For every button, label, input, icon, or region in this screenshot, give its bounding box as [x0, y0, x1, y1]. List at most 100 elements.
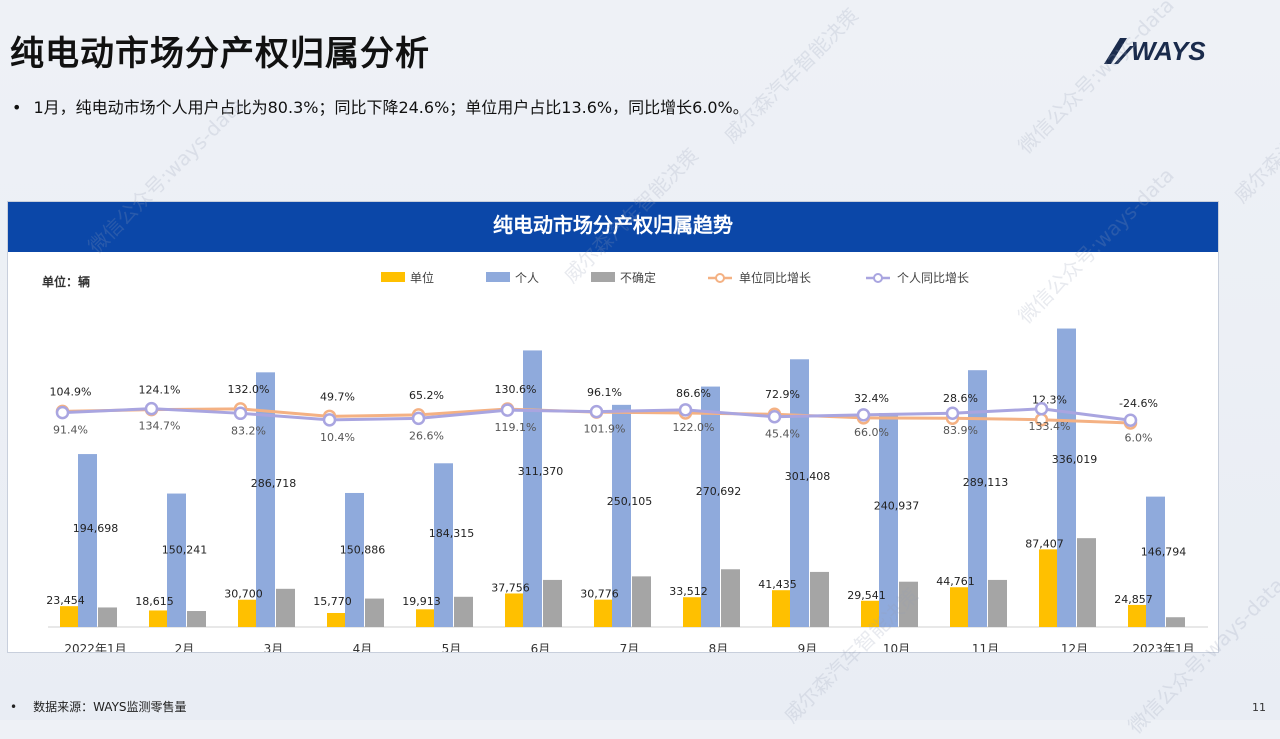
bar-label-个人: 250,105	[607, 495, 653, 508]
bar-个人	[78, 454, 97, 627]
legend-marker	[873, 273, 883, 283]
bar-不确定	[632, 576, 651, 627]
bar-label-个人: 289,113	[963, 476, 1009, 489]
line-label-单位同比增长: 65.2%	[409, 389, 444, 402]
legend-label: 不确定	[620, 270, 656, 285]
x-tick-label: 3月	[264, 642, 284, 652]
bar-单位	[683, 597, 702, 627]
legend-label: 个人同比增长	[897, 271, 969, 285]
bar-单位	[505, 593, 524, 627]
bar-不确定	[810, 571, 829, 627]
bar-单位	[594, 599, 613, 627]
watermark-text: 威尔森汽车智能决策	[718, 3, 864, 148]
line-label-单位同比增长: 72.9%	[765, 388, 800, 401]
line-label-单位同比增长: 132.0%	[228, 383, 270, 396]
bar-label-个人: 150,241	[162, 544, 208, 557]
bar-label-单位: 24,857	[1114, 593, 1153, 606]
line-label-单位同比增长: 86.6%	[676, 387, 711, 400]
bar-不确定	[721, 569, 740, 627]
bar-单位	[861, 600, 880, 627]
legend-label: 单位同比增长	[739, 270, 811, 285]
line-label-个人同比增长: 122.0%	[673, 421, 715, 434]
line-label-单位同比增长: 96.1%	[587, 386, 622, 399]
line-label-单位同比增长: 130.6%	[495, 383, 537, 396]
watermark-text: 微信公众号:ways-data	[1013, 0, 1179, 159]
bar-不确定	[1166, 617, 1185, 627]
line-label-单位同比增长: 124.1%	[139, 384, 181, 397]
series-marker-个人同比增长	[856, 408, 871, 422]
bar-label-个人: 240,937	[874, 499, 920, 512]
bar-label-单位: 30,776	[580, 588, 619, 601]
legend-swatch	[381, 272, 405, 282]
series-marker-个人同比增长	[500, 403, 515, 417]
series-marker-个人同比增长	[55, 405, 70, 420]
bar-不确定	[1077, 538, 1096, 627]
series-marker-个人同比增长	[1123, 413, 1138, 428]
bar-单位	[416, 609, 435, 627]
bar-单位	[238, 599, 257, 627]
x-tick-label: 6月	[531, 642, 551, 652]
x-tick-label: 11月	[972, 642, 999, 652]
bar-单位	[772, 590, 791, 627]
bar-个人	[968, 370, 987, 627]
x-tick-label: 9月	[798, 642, 818, 652]
chart-canvas: 单位：辆 单位 个人 不确定 单位同比增长 个人同比增长 23,454 18,615 30,70…	[42, 270, 1208, 652]
page-title: 纯电动市场分产权归属分析	[10, 34, 430, 74]
bar-label-单位: 29,541	[847, 589, 886, 602]
line-label-个人同比增长: 45.4%	[765, 428, 800, 441]
data-source-note: • 数据来源：WAYS监测零售量	[10, 698, 187, 715]
line-label-个人同比增长: 101.9%	[584, 423, 626, 436]
x-tick-label: 2023年1月	[1132, 642, 1194, 652]
series-marker-个人同比增长	[144, 401, 159, 416]
bar-label-个人: 301,408	[785, 470, 831, 483]
line-label-个人同比增长: 10.4%	[320, 431, 355, 444]
bar-label-个人: 270,692	[696, 485, 742, 498]
bar-单位	[327, 612, 346, 627]
bar-不确定	[98, 607, 117, 627]
line-label-个人同比增长: 83.2%	[231, 424, 266, 437]
series-marker-个人同比增长	[678, 403, 693, 417]
series-marker-个人同比增长	[589, 404, 604, 419]
bar-label-单位: 23,454	[46, 594, 85, 607]
x-tick-label: 8月	[709, 642, 729, 652]
line-label-单位同比增长: 104.9%	[50, 385, 92, 398]
bar-个人	[167, 493, 186, 627]
ways-logo-text: WAYS	[1131, 36, 1206, 66]
line-label-个人同比增长: 91.4%	[53, 424, 88, 437]
line-label-个人同比增长: 119.1%	[495, 421, 537, 434]
legend-swatch	[591, 272, 615, 282]
bar-不确定	[543, 579, 562, 627]
line-label-单位同比增长: 28.6%	[943, 392, 978, 405]
bar-不确定	[454, 596, 473, 627]
bar-label-个人: 146,794	[1141, 545, 1187, 558]
line-label-单位同比增长: 32.4%	[854, 392, 889, 405]
bar-label-单位: 18,615	[135, 595, 174, 608]
bar-label-单位: 41,435	[758, 578, 797, 591]
bullet-symbol: •	[12, 98, 22, 117]
unit-label: 单位：辆	[42, 274, 90, 289]
bar-个人	[612, 404, 631, 627]
chart-panel: 纯电动市场分产权归属趋势 单位：辆 单位 个人 不确定 单位同比增长 个人同比增长 23,4…	[7, 201, 1219, 653]
data-source-text: 数据来源：WAYS监测零售量	[33, 700, 187, 714]
watermark-text: 威尔森汽车智能决策	[1228, 63, 1280, 208]
x-tick-label: 4月	[353, 642, 373, 652]
line-label-个人同比增长: 134.7%	[139, 420, 181, 433]
ways-slash-logo-icon	[1104, 38, 1134, 64]
x-tick-label: 7月	[620, 642, 640, 652]
bar-label-个人: 336,019	[1052, 453, 1098, 466]
footer-bullet: •	[10, 700, 18, 714]
bar-单位	[1128, 604, 1147, 627]
bar-label-单位: 30,700	[224, 588, 263, 601]
bar-不确定	[276, 588, 295, 627]
bar-label-个人: 286,718	[251, 477, 297, 490]
summary-bullet: • 1月，纯电动市场个人用户占比为80.3%；同比下降24.6%；单位用户占比13…	[12, 94, 749, 118]
bar-不确定	[365, 598, 384, 627]
x-tick-label: 10月	[883, 642, 910, 652]
x-tick-label: 2022年1月	[64, 642, 126, 652]
bar-个人	[434, 463, 453, 627]
bar-label-单位: 37,756	[491, 581, 530, 594]
legend-label: 单位	[410, 270, 434, 285]
bar-单位	[1039, 549, 1058, 627]
line-label-单位同比增长: 49.7%	[320, 390, 355, 403]
bar-label-单位: 87,407	[1025, 537, 1064, 550]
